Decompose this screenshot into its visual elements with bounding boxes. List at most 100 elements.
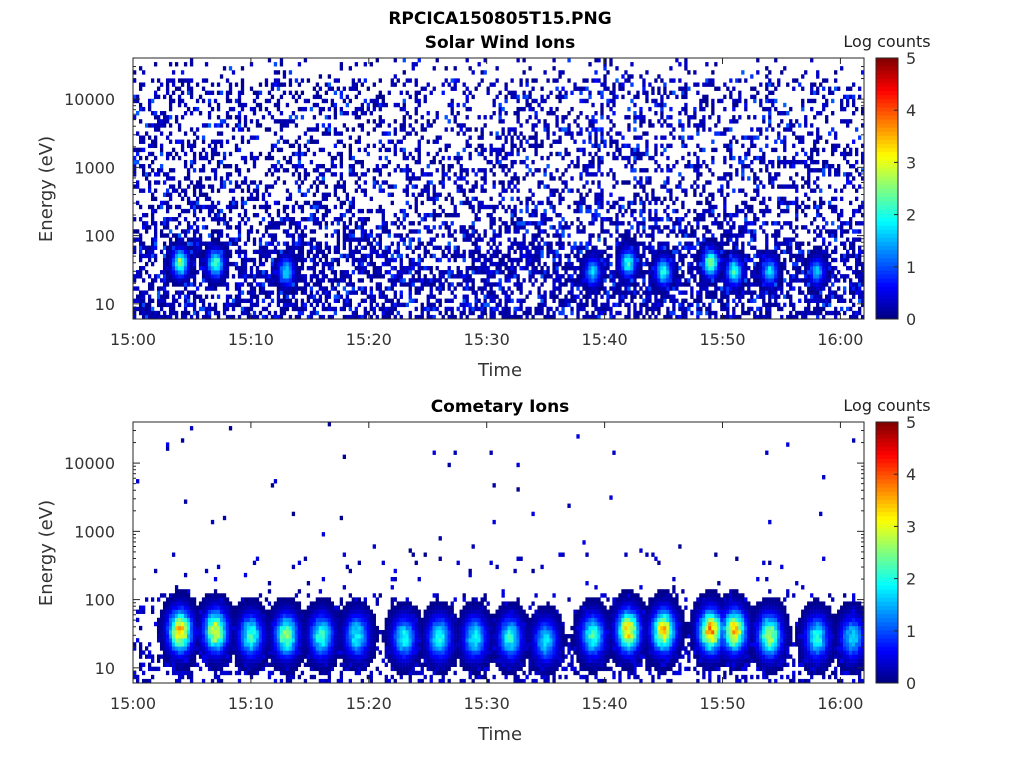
heatmap-cell: [303, 290, 308, 295]
heatmap-cell: [381, 94, 385, 100]
heatmap-cell: [318, 298, 323, 303]
heatmap-cell: [504, 290, 508, 295]
heatmap-cell: [189, 86, 194, 91]
heatmap-cell: [378, 102, 382, 108]
heatmap-cell: [399, 168, 403, 173]
heatmap-cell: [207, 241, 212, 246]
heatmap-cell: [540, 249, 544, 255]
heatmap-cell: [339, 62, 344, 67]
heatmap-cell: [378, 306, 382, 312]
heatmap-cell: [354, 159, 358, 165]
heatmap-cell: [699, 282, 703, 287]
heatmap-cell: [159, 143, 164, 149]
heatmap-cell: [633, 286, 637, 291]
heatmap-cell: [318, 282, 323, 287]
heatmap-cell: [258, 180, 263, 185]
heatmap-cell: [597, 184, 601, 189]
heatmap-cell: [189, 62, 194, 67]
heatmap-cell: [429, 229, 433, 234]
heatmap-cell: [477, 249, 481, 255]
heatmap-cell: [690, 294, 694, 299]
heatmap-cell: [633, 274, 637, 279]
heatmap-cell: [519, 217, 523, 222]
heatmap-cell: [669, 78, 673, 83]
heatmap-cell: [348, 298, 352, 303]
heatmap-cell: [198, 176, 203, 181]
heatmap-cell: [606, 274, 610, 279]
heatmap-cell: [174, 225, 179, 230]
heatmap-cell: [435, 196, 439, 202]
heatmap-cell: [339, 212, 344, 218]
heatmap-cell: [696, 127, 700, 132]
heatmap-cell: [633, 241, 637, 246]
heatmap-cell: [690, 274, 694, 279]
heatmap-cell: [180, 208, 185, 214]
heatmap-cell: [336, 294, 341, 299]
heatmap-cell: [474, 127, 478, 132]
heatmap-cell: [234, 298, 239, 303]
heatmap-cell: [603, 261, 607, 267]
heatmap-cell: [150, 78, 155, 83]
heatmap-cell: [639, 168, 643, 173]
heatmap-cell: [267, 241, 272, 246]
heatmap-cell: [555, 233, 559, 238]
heatmap-cell: [324, 204, 329, 210]
heatmap-cell: [534, 245, 538, 250]
heatmap-cell: [609, 217, 613, 222]
heatmap-cell: [423, 184, 427, 189]
heatmap-cell: [255, 229, 260, 234]
heatmap-cell: [279, 265, 284, 271]
heatmap-cell: [267, 290, 272, 295]
heatmap-cell: [612, 111, 616, 116]
heatmap-cell: [237, 115, 242, 120]
heatmap-cell: [186, 221, 191, 226]
heatmap-cell: [186, 278, 191, 283]
heatmap-cell: [339, 306, 344, 312]
heatmap-cell: [696, 221, 700, 226]
heatmap-cell: [321, 302, 326, 308]
heatmap-cell: [378, 147, 382, 153]
heatmap-cell: [231, 200, 236, 206]
heatmap-cell: [360, 188, 364, 193]
heatmap-cell: [657, 90, 661, 96]
heatmap-cell: [264, 82, 269, 87]
heatmap-cell: [672, 278, 676, 283]
heatmap-cell: [303, 172, 308, 177]
heatmap-cell: [468, 127, 472, 132]
heatmap-cell: [669, 192, 673, 197]
heatmap-cell: [531, 212, 535, 218]
heatmap-cell: [432, 237, 436, 242]
heatmap-cell: [288, 115, 293, 120]
heatmap-cell: [174, 257, 179, 263]
heatmap-cell: [198, 208, 203, 214]
heatmap-cell: [165, 249, 170, 255]
heatmap-cell: [168, 261, 173, 267]
heatmap-cell: [306, 200, 311, 206]
heatmap-cell: [603, 82, 607, 87]
heatmap-cell: [693, 253, 697, 259]
heatmap-cell: [621, 278, 625, 283]
heatmap-cell: [133, 306, 137, 312]
heatmap-cell: [618, 298, 622, 303]
heatmap-cell: [138, 298, 143, 303]
heatmap-cell: [216, 253, 221, 259]
heatmap-cell: [528, 241, 532, 246]
heatmap-cell: [594, 274, 598, 279]
heatmap-cell: [417, 192, 421, 197]
heatmap-cell: [216, 106, 221, 112]
heatmap-cell: [660, 245, 664, 250]
heatmap-cell: [426, 164, 430, 169]
heatmap-cell: [225, 204, 230, 210]
heatmap-cell: [357, 314, 361, 320]
heatmap-cell: [651, 245, 655, 250]
heatmap-cell: [291, 302, 296, 308]
heatmap-cell: [447, 229, 451, 234]
heatmap-cell: [147, 253, 152, 259]
heatmap-cell: [156, 290, 161, 295]
heatmap-cell: [183, 294, 188, 299]
heatmap-cell: [408, 176, 412, 181]
heatmap-cell: [366, 86, 370, 91]
heatmap-cell: [435, 115, 439, 120]
heatmap-cell: [492, 111, 496, 116]
heatmap-cell: [306, 172, 311, 177]
